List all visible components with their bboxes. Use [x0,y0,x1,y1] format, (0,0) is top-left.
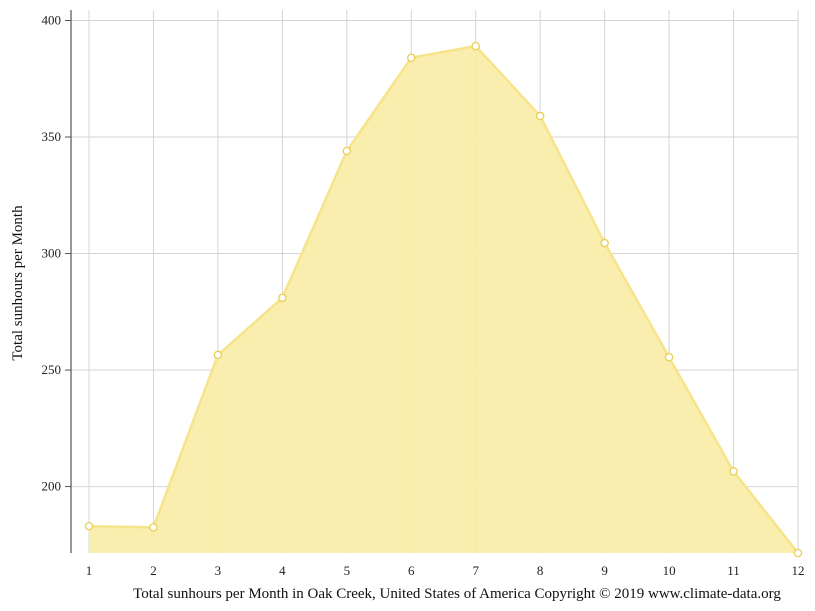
y-tick-label-300: 300 [42,246,62,261]
y-tick-labels: 200 250 300 350 400 [42,12,62,493]
area-series [88,44,799,554]
y-tick-label-400: 400 [42,12,62,27]
data-points [84,41,803,558]
y-tick-label-250: 250 [42,362,62,377]
data-point-11 [729,467,738,476]
data-point-10 [664,352,674,362]
data-point-1 [84,521,94,531]
x-tick-label-3: 3 [215,563,222,578]
data-point-3 [213,350,223,360]
axes [65,10,72,553]
x-axis-title: Total sunhours per Month in Oak Creek, U… [133,586,781,602]
data-point-12 [793,548,803,558]
y-tick-label-200: 200 [42,479,62,494]
x-tick-label-11: 11 [727,563,740,578]
x-tick-label-2: 2 [150,563,157,578]
x-tick-labels: 1 2 3 4 5 6 7 8 9 10 11 12 [86,563,805,578]
x-tick-label-7: 7 [472,563,479,578]
data-point-7 [471,41,480,51]
x-tick-label-9: 9 [601,563,608,578]
data-point-6 [407,53,416,63]
data-point-9 [600,238,609,248]
data-point-8 [535,111,545,121]
x-tick-label-5: 5 [344,563,351,578]
data-point-4 [278,293,287,303]
area-line [88,44,799,554]
x-tick-label-12: 12 [792,563,805,578]
y-axis-title: Total sunhours per Month [10,205,26,361]
y-tick-label-350: 350 [42,129,62,144]
x-tick-label-8: 8 [537,563,544,578]
x-tick-label-6: 6 [408,563,415,578]
x-tick-label-4: 4 [279,563,286,578]
data-point-2 [149,523,158,532]
x-tick-label-10: 10 [663,563,676,578]
area-fill [89,46,798,554]
data-point-5 [342,146,352,156]
x-tick-label-1: 1 [86,563,93,578]
